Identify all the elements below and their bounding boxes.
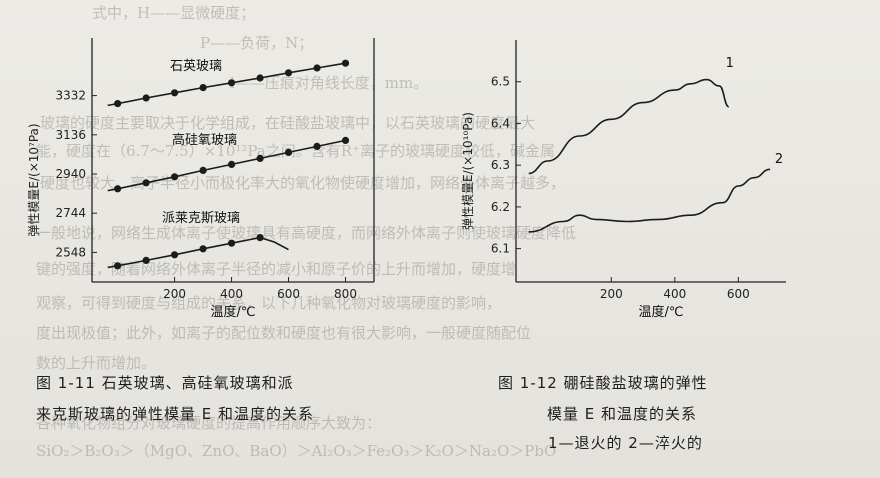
background-text-line: 数的上升而增加。	[36, 354, 157, 372]
chart1-data-point	[114, 100, 122, 108]
chart1-x-tick-label: 400	[220, 287, 243, 301]
chart1-data-point	[142, 256, 150, 264]
chart1-y-tick-label: 3332	[55, 89, 86, 103]
chart2-y-tick-label: 6.4	[491, 116, 510, 130]
background-text-line: 度出现极值；此外，如离子的配位数和硬度也有很大影响，一般硬度随配位	[36, 324, 532, 342]
chart1-series-line	[107, 62, 346, 107]
chart1-data-point	[341, 136, 350, 144]
chart1-data-point	[142, 179, 150, 187]
chart1-data-point	[256, 154, 264, 162]
chart2-y-tick-label: 6.1	[491, 242, 510, 256]
chart1-group: 2548 2744 2940 3136 3332 200 400 600 800 温度/℃ 弹性模量…	[27, 38, 375, 320]
chart2-y-tick-label: 6.3	[491, 158, 510, 172]
background-text-line: SiO₂＞B₂O₃＞（MgO、ZnO、BaO）＞Al₂O₃＞Fe₂O₃＞K₂O＞…	[36, 442, 557, 460]
chart2-y-tick-label: 6.2	[491, 200, 510, 214]
chart2-y-axis-label: 弹性模量E/(×10¹⁰Pa)	[461, 112, 475, 230]
chart1-y-tick-label: 3136	[55, 128, 86, 142]
chart1-data-point	[227, 160, 236, 168]
chart1-x-tick-label: 600	[277, 287, 300, 301]
chart1-data-point	[284, 148, 293, 156]
fig12-caption-line2: 模量 E 和温度的关系	[547, 405, 698, 423]
chart1-y-tick-label: 2548	[55, 245, 86, 259]
chart1-series-line	[107, 236, 289, 269]
chart1-data-point	[256, 234, 264, 242]
chart1-data-point	[341, 59, 350, 67]
chart1-data-point	[171, 251, 179, 259]
chart1-data-point	[114, 262, 122, 270]
background-text-line: 观察，可得到硬度与组成的关系，以下几种氧化物对玻璃硬度的影响，	[36, 294, 502, 312]
background-text-line: 一般地说，网络生成体离子使玻璃具有高硬度，而网络外体离子则使玻璃硬度降低	[36, 224, 577, 242]
chart1-x-tick-label: 800	[334, 287, 357, 301]
fig11-caption-line2: 来克斯玻璃的弹性模量 E 和温度的关系	[36, 405, 315, 423]
chart1-y-axis-label: 弹性模量E/(×10⁷Pa)	[27, 123, 41, 236]
chart2-y-tick-label: 6.5	[491, 75, 510, 89]
chart1-y-tick-label: 2744	[55, 206, 86, 220]
background-text-line: P——负荷，N；	[200, 34, 314, 52]
chart2-group: 6.1 6.2 6.3 6.4 6.5 200 400 600 温度/℃ 弹性模量E/(×10¹⁰…	[461, 40, 786, 320]
background-text-line: 式中，H——显微硬度；	[92, 4, 256, 22]
chart2-x-tick-label: 400	[663, 287, 686, 301]
chart1-data-point	[171, 173, 179, 181]
chart1-x-axis-label: 温度/℃	[211, 304, 256, 320]
chart1-series-label: 派莱克斯玻璃	[162, 211, 240, 226]
chart2-series-line	[528, 168, 771, 233]
chart2-series-label: 1	[726, 56, 734, 71]
chart1-data-point	[313, 64, 321, 72]
chart1-data-point	[227, 79, 236, 87]
chart1-data-point	[199, 166, 207, 174]
chart2-x-axis-label: 温度/℃	[639, 304, 684, 320]
chart2-series-line	[528, 78, 730, 175]
chart1-y-tick-label: 2940	[55, 167, 86, 181]
background-text-line: 玻璃的硬度主要取决于化学组成，在硅酸盐玻璃中，以石英玻璃的硬度最大	[40, 114, 536, 132]
chart1-data-point	[313, 142, 321, 150]
chart1-data-point	[199, 245, 207, 253]
chart1-data-point	[284, 69, 293, 77]
fig12-caption-line1: 图 1-12 硼硅酸盐玻璃的弹性	[498, 374, 708, 392]
chart2-x-tick-label: 600	[727, 287, 750, 301]
fig11-caption-line1: 图 1-11 石英玻璃、高硅氧玻璃和派	[36, 374, 294, 392]
background-text-line: l——压痕对角线长度，mm。	[230, 74, 429, 92]
chart1-data-point	[199, 84, 207, 92]
chart1-data-point	[114, 185, 122, 193]
chart2-series-label: 2	[775, 152, 783, 167]
chart1-series-line	[107, 139, 346, 192]
fig12-caption-line3: 1—退火的 2—淬火的	[548, 434, 703, 452]
chart1-data-point	[256, 74, 264, 82]
chart1-data-point	[142, 94, 150, 102]
background-text-line: 键的强度，随着网络外体离子半径的减小和原子价的上升而增加，硬度增	[36, 260, 517, 278]
chart2-x-tick-label: 200	[600, 287, 623, 301]
chart1-series-label: 高硅氧玻璃	[172, 132, 237, 148]
chart1-data-point	[227, 239, 236, 247]
chart1-data-point	[171, 89, 179, 97]
background-text-line: 硬度也较大。离子半径小而极化率大的氧化物使硬度增加，网络外体离子越多，	[40, 174, 566, 192]
chart1-series-label: 石英玻璃	[170, 59, 222, 74]
chart1-x-tick-label: 200	[163, 287, 186, 301]
background-text-line: 各种氧化物组分对玻璃硬度的提高作用顺序大致为：	[36, 414, 382, 432]
